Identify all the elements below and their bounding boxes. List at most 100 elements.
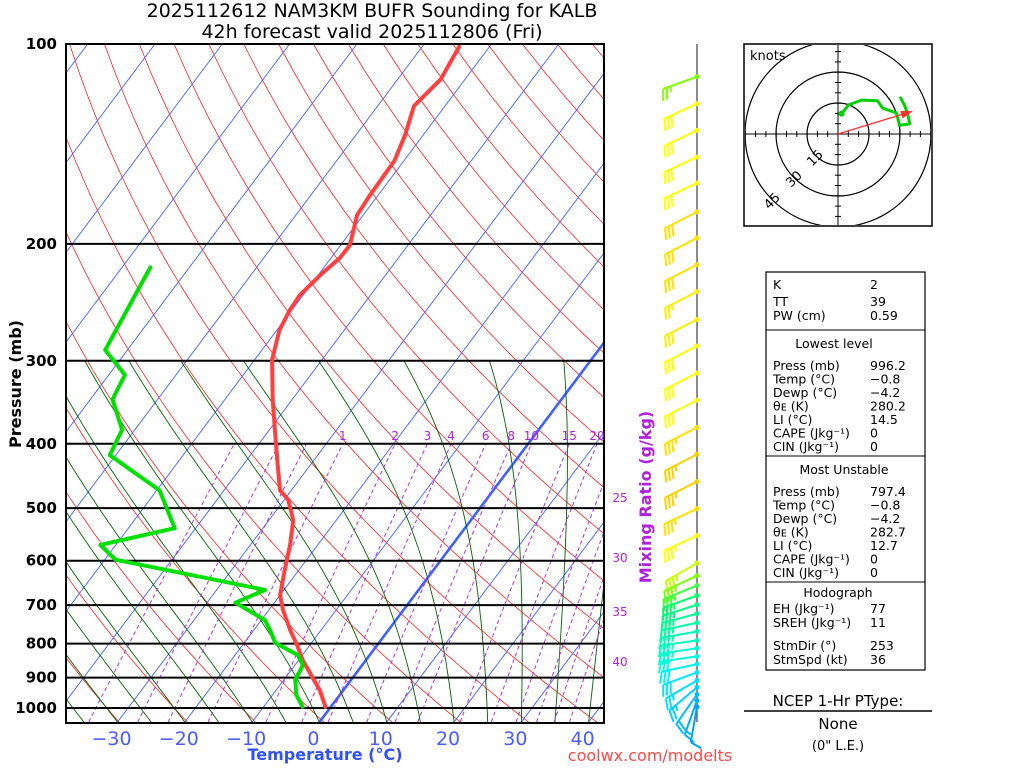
wind-barb bbox=[657, 637, 700, 658]
mixing-ratio-label: 40 bbox=[612, 655, 627, 669]
stat-value: 0 bbox=[870, 439, 878, 454]
moist-adiabat bbox=[243, 360, 421, 723]
moist-adiabat bbox=[66, 561, 186, 723]
stat-label: SREH (Jkg⁻¹) bbox=[773, 615, 851, 630]
pressure-tick-label: 1000 bbox=[15, 699, 57, 717]
temperature-tick-label: 30 bbox=[503, 728, 527, 750]
storm-motion-arrowhead bbox=[900, 110, 913, 119]
stat-label: StmDir (°) bbox=[773, 638, 836, 653]
pressure-lines bbox=[66, 43, 604, 709]
stat-value: 12.7 bbox=[870, 538, 898, 553]
moist-adiabat bbox=[66, 395, 287, 723]
stat-label: CAPE (Jkg⁻¹) bbox=[773, 426, 850, 441]
mixing-ratio-label: 1 bbox=[339, 429, 347, 443]
stat-label: PW (cm) bbox=[773, 308, 826, 323]
mixing-ratio-label: 2 bbox=[391, 429, 399, 443]
stat-value: 282.7 bbox=[870, 525, 906, 540]
wind-barb bbox=[663, 101, 700, 131]
pressure-tick-label: 600 bbox=[26, 552, 57, 570]
x-axis-label: Temperature (°C) bbox=[247, 745, 402, 764]
wind-barb bbox=[663, 262, 700, 294]
stat-label: K bbox=[773, 277, 782, 292]
mixing-ratio-line bbox=[366, 443, 487, 723]
mixing-ratio-line bbox=[536, 530, 604, 723]
temperature-tick-label: 40 bbox=[571, 728, 595, 750]
moist-adiabat bbox=[403, 360, 489, 723]
stat-label: Dewp (°C) bbox=[773, 385, 837, 400]
stat-label: CIN (Jkg⁻¹) bbox=[773, 439, 839, 454]
section-heading: Lowest level bbox=[795, 336, 872, 351]
mixing-ratio-line bbox=[137, 443, 280, 723]
isotherm bbox=[66, 44, 492, 613]
stat-label: StmSpd (kt) bbox=[773, 652, 848, 667]
mixing-ratio-axis-label: Mixing Ratio (g/kg) bbox=[636, 411, 655, 583]
isotherm bbox=[117, 72, 604, 723]
mixing-ratio-line bbox=[265, 443, 396, 723]
ptype-value: None bbox=[818, 715, 857, 733]
stat-label: Temp (°C) bbox=[772, 498, 835, 513]
isotherm bbox=[184, 162, 604, 723]
wind-barb bbox=[663, 343, 700, 375]
stat-label: LI (°C) bbox=[773, 412, 812, 427]
moist-adiabat bbox=[588, 578, 604, 723]
stat-value: 0 bbox=[870, 426, 878, 441]
stat-value: −0.8 bbox=[870, 498, 900, 513]
mixing-ratio-label: 30 bbox=[612, 551, 627, 565]
wind-barb bbox=[668, 684, 700, 723]
wind-barb bbox=[663, 370, 700, 402]
mixing-ratio-line bbox=[490, 443, 598, 723]
dry-adiabat bbox=[278, 44, 604, 443]
zero-isotherm bbox=[318, 340, 604, 723]
mixing-ratio-line bbox=[167, 443, 307, 723]
dry-adiabat bbox=[243, 44, 604, 489]
hodograph-start-dot bbox=[838, 110, 845, 117]
wind-barb bbox=[663, 317, 700, 348]
moist-adiabat bbox=[488, 360, 523, 723]
temperature-tick-label: −20 bbox=[159, 728, 199, 750]
mixing-ratio-label: 10 bbox=[524, 429, 539, 443]
credit-link[interactable]: coolwx.com/modelts bbox=[568, 746, 732, 765]
isotherm bbox=[251, 252, 604, 723]
stat-label: θᴇ (K) bbox=[773, 399, 809, 414]
mixing-ratio-line bbox=[88, 443, 235, 723]
stat-label: Press (mb) bbox=[773, 484, 840, 499]
mixing-ratio-line bbox=[394, 443, 512, 723]
mixing-ratio-labels: 25 30 35 40 1 2 3 4 6 8 10 15 20 bbox=[339, 429, 628, 669]
stat-label: CAPE (Jkg⁻¹) bbox=[773, 552, 850, 567]
dry-adiabat bbox=[66, 230, 461, 723]
wind-barb bbox=[663, 235, 700, 267]
ptype-heading: NCEP 1-Hr PType: bbox=[773, 692, 904, 710]
moist-adiabat bbox=[554, 360, 568, 723]
ptype-amount: (0" L.E.) bbox=[812, 739, 864, 754]
wind-barb bbox=[663, 289, 700, 320]
mixing-ratio-label: 8 bbox=[507, 429, 515, 443]
temperature-tick-label: 20 bbox=[436, 728, 460, 750]
moist-adiabat bbox=[128, 360, 354, 723]
stat-value: 0.59 bbox=[870, 308, 898, 323]
mixing-ratio-line bbox=[459, 443, 570, 723]
stat-label: Dewp (°C) bbox=[773, 511, 837, 526]
pressure-tick-label: 700 bbox=[26, 596, 57, 614]
hodograph: knots 15 30 45 bbox=[743, 43, 933, 227]
ptype-panel: NCEP 1-Hr PType: None (0" L.E.) bbox=[744, 692, 932, 754]
plot-frame bbox=[65, 43, 605, 724]
dry-adiabat bbox=[66, 657, 120, 723]
moist-adiabat bbox=[66, 456, 253, 723]
stat-label: EH (Jkg⁻¹) bbox=[773, 601, 835, 616]
stats-panel: K 2 TT 39 PW (cm) 0.59 Lowest level Press (mb) 9… bbox=[765, 271, 926, 671]
stat-label: TT bbox=[772, 294, 788, 309]
mixing-ratio-label: 4 bbox=[447, 429, 455, 443]
moist-adiabat bbox=[180, 360, 388, 723]
wind-barb bbox=[663, 180, 700, 211]
dry-adiabat bbox=[66, 135, 529, 723]
dry-adiabat bbox=[66, 491, 256, 723]
stat-value: 77 bbox=[870, 601, 886, 616]
hodograph-units: knots bbox=[750, 49, 786, 64]
isotherm bbox=[386, 431, 604, 723]
dewpoint-profile bbox=[98, 265, 305, 709]
stat-value: 996.2 bbox=[870, 358, 906, 373]
temperature-tick-labels: −30 −20 −10 0 10 20 30 40 bbox=[91, 728, 594, 750]
dry-adiabat bbox=[313, 44, 604, 398]
wind-barb bbox=[683, 698, 700, 743]
